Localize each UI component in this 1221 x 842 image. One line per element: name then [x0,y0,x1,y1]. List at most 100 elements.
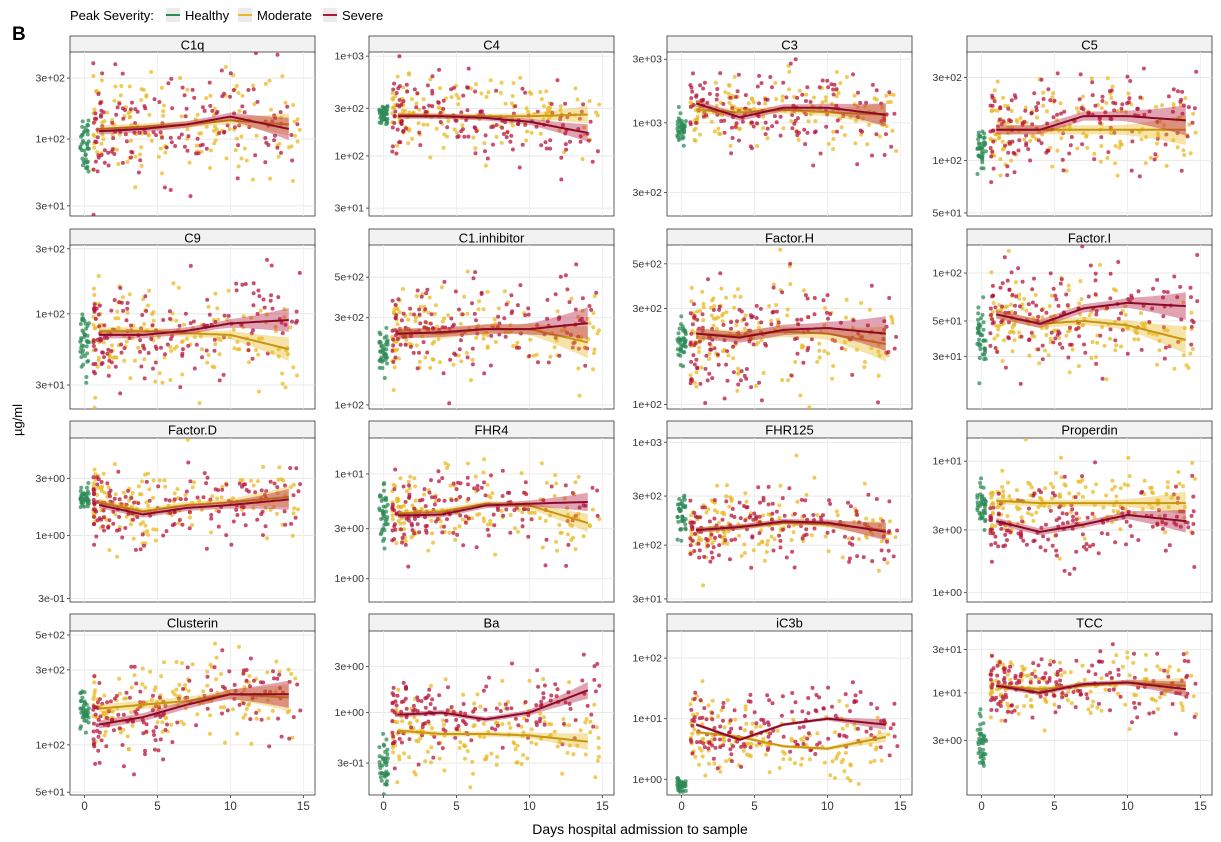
data-point-severe [104,744,109,749]
data-point-moderate [756,340,760,345]
data-point-severe [1189,342,1194,347]
data-point-moderate [817,355,822,360]
data-point-severe [453,289,458,294]
data-point-severe [1150,306,1155,311]
data-point-severe [523,90,528,95]
data-point-healthy [977,356,982,360]
data-point-moderate [183,493,188,497]
data-point-moderate [208,662,213,667]
data-point-severe [993,346,998,350]
data-point-severe [177,323,182,328]
data-point-severe [829,82,834,87]
data-point-severe [819,518,824,523]
data-point-moderate [1118,139,1123,144]
data-point-healthy [86,169,91,174]
data-point-moderate [575,97,580,102]
data-point-severe [1108,125,1113,130]
data-point-severe [187,510,192,514]
data-point-moderate [146,303,150,308]
data-point-moderate [214,655,219,660]
data-point-severe [108,494,112,499]
data-point-moderate [751,548,756,553]
data-point-moderate [144,500,149,505]
data-point-severe [698,381,703,386]
data-point-moderate [124,339,129,344]
data-point-severe [154,704,158,709]
data-point-moderate [422,492,427,497]
data-point-moderate [474,82,478,87]
data-point-moderate [1048,145,1053,150]
data-point-moderate [724,494,729,499]
data-point-moderate [541,715,546,720]
data-point-moderate [707,357,712,361]
data-point-moderate [241,314,246,319]
data-point-severe [437,479,441,484]
data-point-severe [296,489,301,494]
facet-title: C1.inhibitor [459,231,525,246]
data-point-moderate [1034,115,1039,120]
data-point-moderate [826,141,831,146]
data-point-severe [826,85,831,90]
data-point-moderate [499,140,504,145]
data-point-severe [91,167,96,172]
data-point-severe [1100,376,1105,381]
data-point-severe [689,524,694,529]
data-point-moderate [290,179,295,183]
data-point-severe [778,133,783,138]
data-point-moderate [1022,137,1027,142]
data-point-moderate [992,336,997,341]
data-point-severe [1027,506,1031,511]
data-point-moderate [462,294,467,299]
data-point-severe [463,520,468,525]
data-point-severe [185,665,190,670]
data-point-severe [701,97,706,102]
data-point-severe [102,323,107,328]
data-point-severe [210,108,215,113]
data-point-moderate [1132,511,1137,516]
legend-label-severe: Severe [342,8,383,23]
data-point-severe [265,351,270,356]
data-point-moderate [507,330,511,335]
data-point-severe [447,327,452,331]
data-point-severe [204,348,209,353]
data-point-severe [455,532,460,537]
data-point-severe [169,140,174,145]
data-point-severe [885,539,889,544]
data-point-severe [1078,72,1083,77]
data-point-severe [831,92,836,97]
data-point-moderate [508,323,513,327]
data-point-moderate [1044,324,1049,329]
data-point-severe [995,350,1000,354]
data-point-severe [1010,292,1015,297]
data-point-severe [989,559,994,564]
data-point-moderate [395,347,400,352]
data-point-severe [483,493,488,498]
data-point-moderate [1182,153,1187,157]
data-point-severe [700,325,705,330]
data-point-severe [555,687,560,692]
data-point-severe [827,498,831,503]
data-point-severe [539,143,544,148]
data-point-moderate [597,102,602,107]
data-point-moderate [268,507,273,512]
data-point-moderate [992,88,997,93]
data-point-severe [1125,74,1130,79]
data-point-severe [92,302,97,307]
data-point-severe [119,300,124,305]
data-point-severe [850,536,855,541]
data-point-moderate [440,319,445,324]
data-point-severe [263,689,268,694]
data-point-severe [1086,111,1091,116]
legend-title: Peak Severity: [70,8,154,23]
data-point-severe [448,357,453,362]
data-point-severe [1029,330,1034,335]
data-point-healthy [383,756,388,761]
data-point-severe [152,97,157,102]
data-point-healthy [385,747,390,752]
data-point-moderate [214,677,218,682]
data-point-severe [261,297,266,302]
data-point-severe [691,353,696,358]
data-point-moderate [884,124,889,129]
data-point-moderate [587,99,592,104]
data-point-severe [728,523,733,528]
